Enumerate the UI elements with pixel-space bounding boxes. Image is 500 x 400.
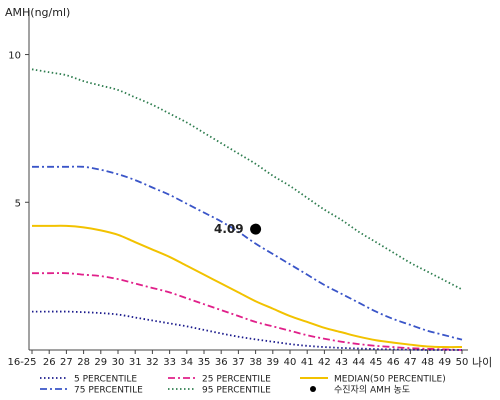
legend-label: 25 PERCENTILE <box>202 375 271 385</box>
series-line-5-percentile <box>31 310 462 351</box>
legend-label: MEDIAN(50 PERCENTILE) <box>334 375 446 385</box>
legend-label: 5 PERCENTILE <box>74 375 137 385</box>
x-tick-label: 39 <box>266 357 279 368</box>
legend-item: 수진자의 AMH 농도 <box>310 385 410 396</box>
x-tick-label: 41 <box>301 357 314 368</box>
legend-item: MEDIAN(50 PERCENTILE) <box>300 375 446 385</box>
x-tick-label: 33 <box>163 357 176 368</box>
axes: AMH(ng/ml) 나이 <box>5 6 492 369</box>
x-tick-label: 37 <box>232 357 245 368</box>
x-tick-label: 40 <box>284 357 297 368</box>
x-tick-label: 34 <box>180 357 193 368</box>
x-axis-label: 나이 <box>472 356 492 369</box>
x-tick-label: 47 <box>404 357 417 368</box>
x-tick-label: 45 <box>370 357 383 368</box>
percentile-lines <box>31 68 463 351</box>
x-tick-label: 43 <box>335 357 348 368</box>
x-tick-label: 26 <box>43 357 56 368</box>
patient-amh-value-label: 4.09 <box>214 222 244 236</box>
x-tick-label: 35 <box>198 357 211 368</box>
legend-label: 수진자의 AMH 농도 <box>334 385 410 396</box>
x-tick-label: 49 <box>438 357 451 368</box>
x-tick-label: 30 <box>112 357 125 368</box>
legend-item: 25 PERCENTILE <box>168 375 271 385</box>
legend-item: 95 PERCENTILE <box>168 386 271 396</box>
x-tick-label: 31 <box>129 357 142 368</box>
x-tick-label: 38 <box>249 357 262 368</box>
x-tick-label: 32 <box>146 357 159 368</box>
series-line-95-percentile <box>31 68 463 291</box>
series-line-75-percentile <box>32 165 463 341</box>
legend-label: 75 PERCENTILE <box>74 386 143 396</box>
x-tick-label: 48 <box>421 357 434 368</box>
legend-dot-marker <box>310 386 316 392</box>
x-tick-label: 44 <box>352 357 365 368</box>
legend-item: 5 PERCENTILE <box>40 375 137 385</box>
x-tick-label: 16-25 <box>7 357 36 368</box>
legend-label: 95 PERCENTILE <box>202 386 271 396</box>
axis-ticks: 5 10 16-25 26 27 28 29 30 31 32 33 34 35 36 37 38 39 40 41… <box>7 51 468 368</box>
y-tick-label: 10 <box>8 51 21 62</box>
x-tick-label: 50 <box>456 357 469 368</box>
x-tick-label: 27 <box>60 357 73 368</box>
x-tick-label: 42 <box>318 357 331 368</box>
y-tick-label: 5 <box>15 198 21 209</box>
series-line-25-percentile <box>32 272 463 351</box>
x-tick-label: 36 <box>215 357 228 368</box>
y-axis-label: AMH(ng/ml) <box>5 6 70 19</box>
patient-amh-point <box>250 223 262 235</box>
x-tick-label: 46 <box>387 357 400 368</box>
series-line-median-50-percentile <box>31 224 463 349</box>
legend-item: 75 PERCENTILE <box>40 386 143 396</box>
legend: 5 PERCENTILE 25 PERCENTILE MEDIAN(50 PERCE… <box>40 375 446 396</box>
patient-point: 4.09 <box>214 222 262 236</box>
x-tick-label: 29 <box>94 357 107 368</box>
x-tick-label: 28 <box>77 357 90 368</box>
